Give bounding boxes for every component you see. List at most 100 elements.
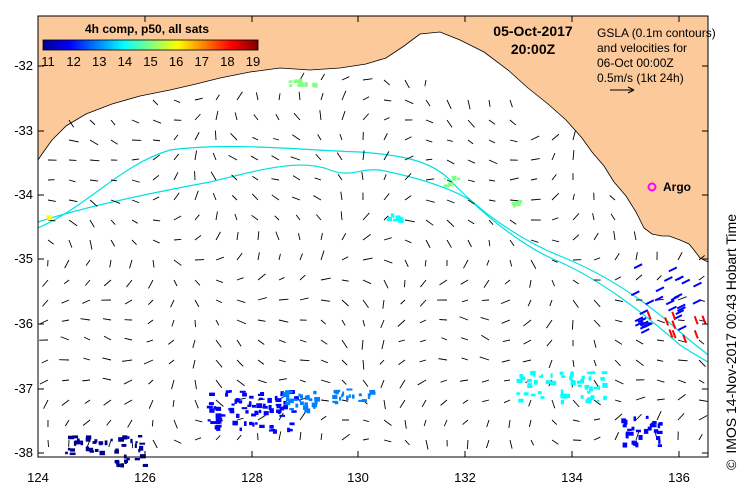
velocity-arrow — [236, 359, 244, 367]
sst-pixel — [313, 390, 317, 395]
sst-dash — [633, 263, 643, 270]
velocity-arrow — [168, 339, 175, 345]
velocity-arrow — [551, 217, 559, 221]
velocity-arrow — [613, 230, 616, 241]
sst-pixel — [110, 438, 113, 442]
velocity-arrow — [102, 357, 112, 361]
velocity-arrow — [228, 155, 238, 161]
velocity-arrow — [635, 252, 638, 261]
sst-pixel — [631, 426, 635, 431]
sst-pixel — [74, 443, 77, 446]
velocity-arrow — [320, 299, 330, 302]
sst-pixel — [332, 400, 337, 403]
velocity-arrow — [215, 94, 220, 101]
sst-pixel — [225, 390, 231, 393]
velocity-arrow — [89, 179, 99, 182]
velocity-arrow — [530, 135, 540, 141]
sst-pixel — [570, 380, 576, 386]
sst-pixel — [538, 375, 544, 378]
velocity-arrow — [257, 339, 265, 345]
velocity-arrow — [83, 336, 91, 341]
velocity-arrow — [446, 139, 453, 142]
velocity-arrow — [173, 99, 181, 103]
velocity-arrow — [462, 399, 469, 404]
velocity-arrow — [404, 155, 414, 161]
velocity-arrow — [215, 279, 224, 284]
velocity-arrow — [236, 379, 245, 387]
velocity-arrow — [698, 379, 705, 384]
velocity-arrow — [47, 439, 49, 448]
sst-pixel — [516, 378, 523, 383]
y-tick-label: -35 — [14, 251, 33, 266]
sst-pixel — [569, 376, 573, 381]
velocity-arrow — [293, 112, 301, 121]
velocity-arrow — [551, 174, 557, 181]
sst-pixel — [92, 441, 97, 444]
credit-line: IMOS 14-Nov-2017 00:43 Hobart Time — [723, 214, 739, 454]
argo-marker[interactable] — [647, 182, 657, 192]
sst-pixel — [288, 390, 293, 394]
sst-pixel — [346, 395, 349, 401]
velocity-arrow — [424, 259, 427, 267]
y-tick-label: -37 — [14, 381, 33, 396]
velocity-arrow — [299, 379, 306, 383]
sst-dash — [643, 322, 653, 329]
sst-pixel — [248, 401, 252, 406]
velocity-arrow — [635, 274, 643, 281]
axis-ticks: 124 126 128 130 132 134 136 -32 -33 -34 -35 -36 -37 -… — [14, 16, 708, 485]
velocity-arrow — [148, 299, 154, 305]
velocity-arrow — [425, 139, 433, 143]
sst-pixel — [447, 182, 454, 185]
sst-pixel — [580, 379, 584, 384]
sst-dash — [646, 311, 652, 320]
velocity-arrow — [488, 219, 494, 226]
velocity-arrow — [194, 97, 203, 101]
sst-pixel — [139, 445, 144, 451]
velocity-arrow — [292, 175, 301, 181]
sst-pixel — [282, 392, 287, 398]
argo-label: Argo — [663, 180, 691, 194]
velocity-arrow — [614, 253, 620, 261]
velocity-arrow — [278, 339, 286, 343]
velocity-arrow — [572, 130, 576, 141]
velocity-arrow — [441, 337, 448, 341]
velocity-arrow — [614, 432, 620, 441]
sst-pixel — [215, 413, 222, 417]
velocity-arrow — [148, 379, 154, 385]
sst-pixel — [339, 396, 342, 401]
sst-pixel — [69, 452, 76, 456]
velocity-arrow — [593, 339, 597, 348]
velocity-arrow — [257, 414, 266, 421]
sst-pixel — [589, 386, 593, 392]
sst-pixel — [635, 442, 639, 448]
velocity-arrow — [236, 277, 244, 281]
velocity-arrow — [299, 412, 306, 421]
velocity-arrow — [68, 239, 73, 248]
sst-pixel — [276, 409, 282, 413]
sst-pixel — [650, 422, 656, 426]
velocity-arrow — [320, 379, 331, 384]
velocity-arrow — [530, 178, 538, 181]
velocity-arrow — [481, 379, 490, 383]
sst-pixel — [239, 390, 246, 393]
sst-pixel — [213, 406, 217, 410]
velocity-arrow — [462, 419, 469, 425]
sst-pixel — [115, 448, 119, 454]
velocity-arrow — [502, 339, 511, 342]
sst-dash — [645, 299, 655, 306]
velocity-arrow — [656, 410, 662, 421]
sst-pixel — [298, 399, 302, 402]
sst-pixel — [263, 403, 266, 407]
sst-pixel — [126, 457, 130, 461]
sst-pixel — [259, 424, 265, 429]
velocity-arrow — [341, 279, 349, 282]
sst-dash — [639, 309, 649, 316]
sst-pixel — [139, 442, 146, 445]
velocity-arrow — [593, 418, 601, 421]
sst-pixel — [104, 440, 108, 446]
velocity-arrow — [341, 110, 346, 121]
velocity-arrow — [152, 439, 158, 449]
velocity-arrow — [320, 319, 327, 325]
velocity-arrow — [106, 419, 112, 426]
velocity-arrow — [173, 279, 178, 287]
